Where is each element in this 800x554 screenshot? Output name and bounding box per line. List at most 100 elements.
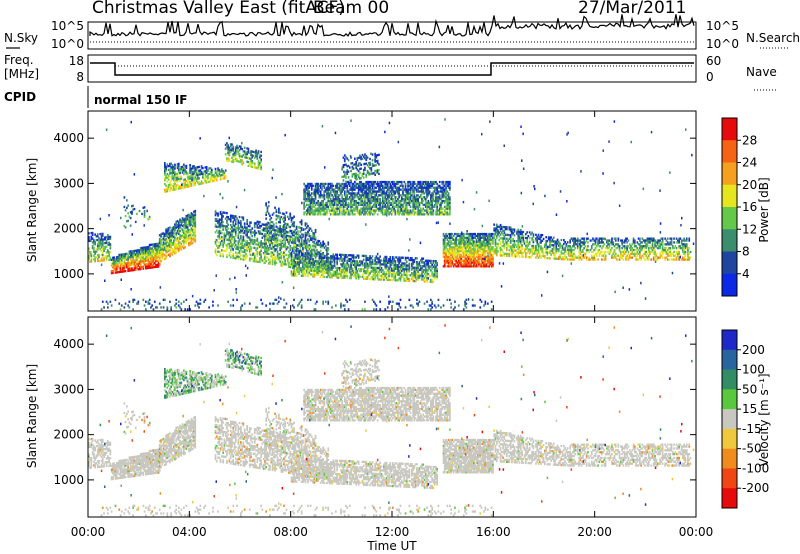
power-cell — [227, 148, 229, 151]
power-cell — [205, 181, 208, 184]
power-cell — [176, 223, 179, 227]
power-cell — [240, 160, 242, 164]
power-cell — [300, 258, 303, 261]
power-cell — [252, 162, 255, 165]
power-cell — [174, 223, 176, 226]
power-cell — [174, 227, 176, 230]
power-cell — [219, 178, 222, 181]
power-cell — [236, 159, 238, 163]
power-cell — [166, 227, 169, 231]
power-cell — [204, 172, 207, 175]
power-cell — [314, 250, 317, 254]
power-cell — [314, 258, 317, 261]
power-cell — [229, 224, 232, 227]
power-cell — [165, 169, 167, 172]
power-cell — [267, 230, 270, 233]
power-cell — [276, 233, 279, 236]
power-cell — [218, 229, 221, 233]
power-cell — [190, 169, 193, 172]
power-cell — [177, 223, 180, 226]
power-cell — [190, 180, 193, 184]
power-cell — [109, 250, 112, 254]
power-cell — [231, 254, 233, 257]
power-cell — [234, 247, 237, 250]
power-cell — [253, 254, 256, 257]
power-cell — [240, 231, 242, 234]
power-cell — [259, 232, 261, 235]
power-cell — [155, 250, 157, 253]
power-cell — [317, 239, 319, 243]
power-cell — [221, 174, 223, 177]
power-cell — [352, 254, 355, 257]
power-cell — [231, 160, 233, 163]
power-cell — [253, 235, 256, 238]
power-cell — [234, 257, 237, 260]
power-cell — [199, 169, 202, 172]
power-cell — [274, 250, 276, 253]
power-cell — [227, 150, 229, 153]
power-cell — [203, 178, 205, 181]
power-cell — [204, 179, 207, 182]
power-cell — [228, 150, 231, 153]
power-cell — [191, 241, 194, 245]
power-cell — [238, 154, 241, 158]
power-cell — [314, 244, 317, 247]
power-cell — [191, 215, 194, 218]
power-cell — [278, 258, 280, 261]
power-cell — [127, 219, 129, 222]
power-cell — [261, 259, 264, 262]
power-cell — [240, 248, 242, 251]
power-cell — [241, 147, 243, 151]
power-cell — [193, 172, 195, 175]
power-cell — [246, 222, 248, 226]
power-cell — [251, 160, 254, 163]
power-cell — [309, 227, 312, 230]
power-cell — [194, 232, 197, 235]
power-cell — [256, 243, 259, 246]
power-cell — [172, 177, 175, 180]
power-cell — [171, 247, 174, 250]
power-cell — [283, 232, 285, 235]
power-cell — [247, 236, 250, 239]
power-cell — [175, 237, 178, 241]
power-cell — [307, 262, 309, 266]
power-cell — [93, 239, 95, 242]
power-cell — [174, 171, 176, 174]
nsearch-label: N.Search — [746, 31, 800, 45]
power-cell — [184, 238, 186, 241]
power-cell — [165, 238, 167, 241]
power-cell — [191, 228, 194, 231]
power-cell — [191, 172, 194, 176]
power-cell — [215, 218, 218, 221]
power-cell — [172, 233, 175, 236]
power-cell — [233, 230, 236, 233]
power-cell — [308, 190, 311, 193]
power-cell — [160, 252, 162, 255]
power-cell — [94, 241, 96, 244]
power-cell — [136, 266, 138, 269]
power-cell — [155, 246, 157, 249]
power-cell — [430, 259, 432, 263]
power-cell — [160, 235, 162, 238]
power-cell — [228, 148, 231, 151]
power-cell — [299, 245, 302, 248]
power-cell — [250, 157, 252, 160]
power-cell — [148, 266, 151, 269]
power-cell — [180, 167, 183, 171]
power-cell — [210, 174, 213, 177]
power-cell — [257, 222, 260, 225]
power-cell — [270, 232, 273, 235]
power-cell — [99, 242, 102, 245]
power-cell — [271, 262, 274, 266]
power-cell — [261, 242, 264, 245]
power-cell — [238, 227, 241, 230]
power-cell — [307, 238, 309, 241]
power-cell — [141, 212, 143, 216]
power-cell — [275, 239, 278, 242]
power-cell — [327, 247, 330, 250]
power-cell — [143, 213, 146, 217]
power-cell — [322, 240, 324, 243]
power-cell — [241, 239, 243, 242]
power-cell — [193, 178, 195, 181]
power-cell — [271, 221, 274, 224]
